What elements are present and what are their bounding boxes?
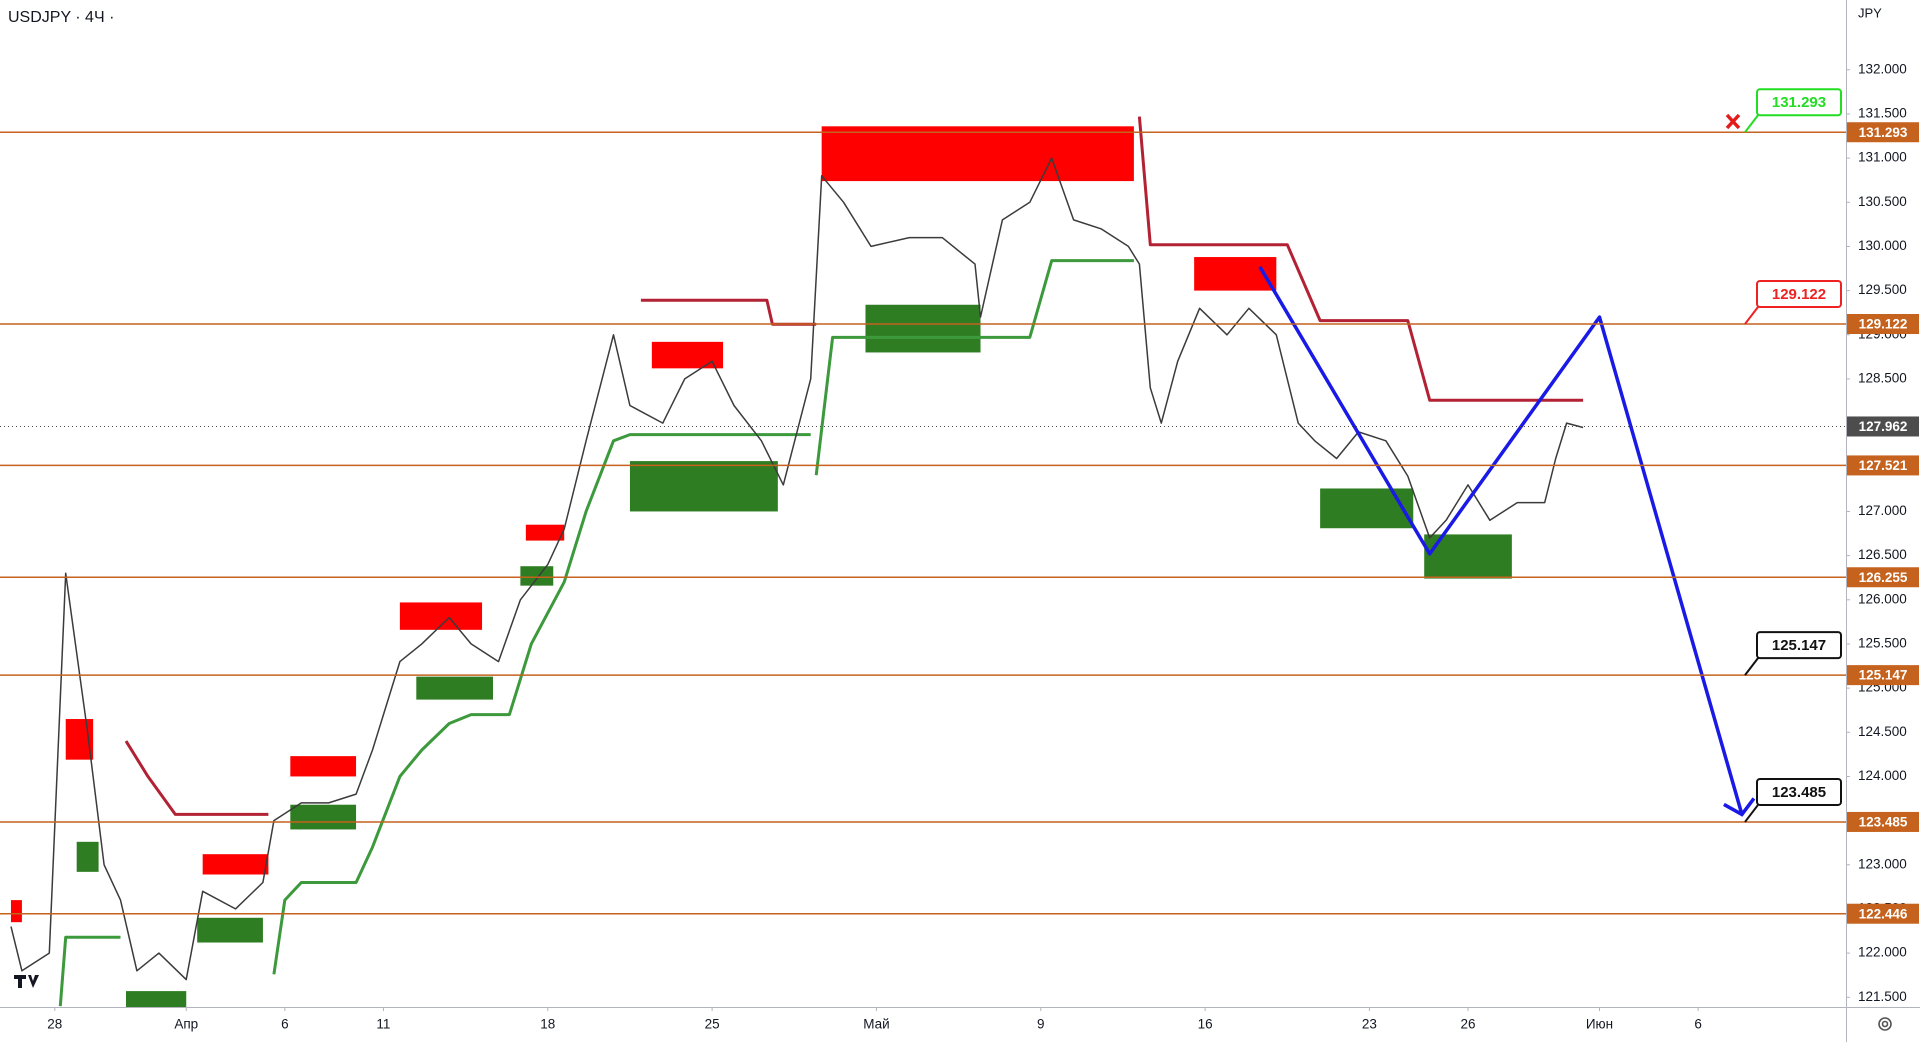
x-tick-label: Май	[863, 1017, 889, 1032]
y-tick-label: 126.500	[1858, 547, 1907, 562]
level-price-label: 122.446	[1859, 906, 1908, 921]
settings-icon[interactable]	[1878, 1017, 1892, 1031]
y-tick-label: 130.000	[1858, 238, 1907, 253]
plot-area: 131.293 129.122 125.147 123.485	[0, 88, 1846, 1007]
callout-label: 125.147	[1772, 637, 1826, 654]
callout-box	[1756, 88, 1842, 117]
callout-leader	[1744, 306, 1759, 325]
level-price-label: 129.122	[1859, 317, 1908, 332]
x-tick-label: 6	[1694, 1017, 1702, 1032]
callout-leader	[1744, 804, 1759, 823]
y-tick-label: 124.500	[1858, 724, 1907, 739]
level-price-box	[1847, 455, 1919, 476]
zone	[629, 461, 778, 512]
chart-title: USDJPY · 4Ч ·	[8, 9, 114, 26]
y-tick-label: 123.000	[1858, 856, 1907, 871]
zone	[290, 804, 357, 830]
level-price-box	[1847, 811, 1919, 832]
callout-box	[1756, 777, 1842, 806]
y-tick-label: 127.000	[1858, 503, 1907, 518]
level-price-label: 126.255	[1859, 570, 1908, 585]
callout-box	[1756, 280, 1842, 309]
zone	[821, 126, 1134, 182]
projection-arrowhead	[1723, 797, 1756, 817]
y-tick-label: 124.000	[1858, 768, 1907, 783]
tradingview-logo	[14, 975, 39, 988]
cancel-marker	[1725, 113, 1741, 130]
y-tick-label: 130.500	[1858, 194, 1907, 209]
zone	[76, 841, 99, 872]
callout-leader	[1744, 114, 1759, 133]
zone	[125, 991, 187, 1007]
x-tick-label: 18	[540, 1017, 555, 1032]
price-axis-bg	[1846, 0, 1920, 1042]
zone	[651, 341, 724, 369]
price-callout: 129.122	[1744, 280, 1842, 325]
zone	[202, 854, 269, 875]
callout-box	[1756, 631, 1842, 660]
y-tick-label: 125.500	[1858, 636, 1907, 651]
y-tick-label: 121.500	[1858, 989, 1907, 1004]
level-price-box	[1847, 567, 1919, 588]
projection-line	[1258, 265, 1744, 815]
price-callout: 123.485	[1744, 777, 1842, 823]
y-tick-label: 128.500	[1858, 371, 1907, 386]
y-tick-label: 131.500	[1858, 106, 1907, 121]
x-tick-label: Апр	[174, 1017, 198, 1032]
x-tick-label: 23	[1362, 1017, 1377, 1032]
price-line	[10, 157, 1584, 981]
x-tick-label: 6	[281, 1017, 289, 1032]
zone	[416, 676, 493, 700]
zone	[290, 756, 357, 777]
callout-leader	[1744, 657, 1759, 676]
level-price-label: 127.521	[1859, 458, 1908, 473]
zone	[520, 566, 554, 586]
x-tick-label: 9	[1037, 1017, 1045, 1032]
level-price-box	[1847, 314, 1919, 335]
y-tick-label: 132.000	[1858, 61, 1907, 76]
callout-label: 131.293	[1772, 94, 1826, 111]
level-price-box	[1847, 122, 1919, 143]
zone	[525, 524, 565, 541]
y-tick-label: 122.000	[1858, 945, 1907, 960]
zone	[865, 304, 981, 353]
y-tick-label: 131.000	[1858, 150, 1907, 165]
current-price-label: 127.962	[1859, 419, 1908, 434]
x-tick-label: 16	[1198, 1017, 1213, 1032]
level-price-label: 125.147	[1859, 668, 1908, 683]
price-callout: 131.293	[1744, 88, 1842, 133]
x-tick-label: 26	[1461, 1017, 1476, 1032]
x-tick-label: 11	[376, 1017, 390, 1032]
level-price-label: 131.293	[1859, 125, 1908, 140]
x-tick-label: 28	[47, 1017, 62, 1032]
x-tick-label: 25	[705, 1017, 720, 1032]
callout-label: 129.122	[1772, 286, 1826, 303]
support-line	[58, 259, 1134, 1007]
zone	[197, 917, 263, 943]
axes: 121.500122.000122.500123.000123.500124.0…	[47, 61, 1919, 1032]
y-tick-label: 129.500	[1858, 282, 1907, 297]
level-price-box	[1847, 665, 1919, 686]
currency-label: JPY	[1858, 5, 1882, 20]
zone	[10, 900, 22, 923]
level-price-label: 123.485	[1859, 815, 1908, 830]
x-tick-label: Июн	[1586, 1017, 1613, 1032]
y-tick-label: 126.000	[1858, 591, 1907, 606]
current-price-box	[1847, 416, 1919, 437]
price-callout: 125.147	[1744, 631, 1842, 676]
zone	[1320, 488, 1414, 529]
callout-label: 123.485	[1772, 784, 1826, 801]
level-price-box	[1847, 903, 1919, 924]
